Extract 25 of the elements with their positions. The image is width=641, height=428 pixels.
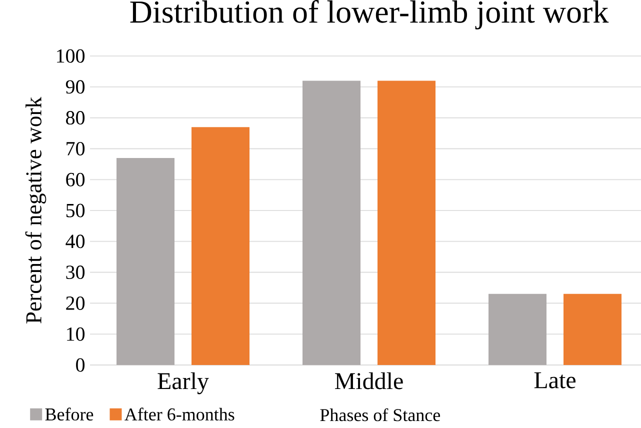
bar [488,294,547,365]
bar [192,127,250,365]
x-tick-label: Middle [335,372,403,390]
y-tick-label: 30 [66,266,85,280]
y-axis-title: Percent of negative work [25,96,46,324]
legend-label: After 6-months [124,408,234,421]
x-tick-label: Early [158,372,209,394]
y-tick-label: 20 [66,296,85,310]
y-tick-label: 70 [66,142,85,156]
y-tick-label: 60 [66,172,85,186]
bar [116,158,175,365]
chart-title: Distribution of lower-limb joint work [130,0,609,30]
y-tick-label: 0 [76,358,85,372]
y-tick-label: 10 [67,327,85,341]
y-tick-label: 90 [66,80,85,94]
y-tick-label: 100 [57,49,85,63]
legend-label: Before [45,408,94,421]
bar [564,294,622,365]
x-axis-title: Phases of Stance [320,408,440,422]
y-tick-label: 80 [66,111,85,125]
bar [378,80,436,365]
y-tick-label: 50 [66,204,85,218]
y-tick-label: 40 [66,234,85,248]
x-tick-label: Late [534,372,576,388]
bar [302,80,361,365]
